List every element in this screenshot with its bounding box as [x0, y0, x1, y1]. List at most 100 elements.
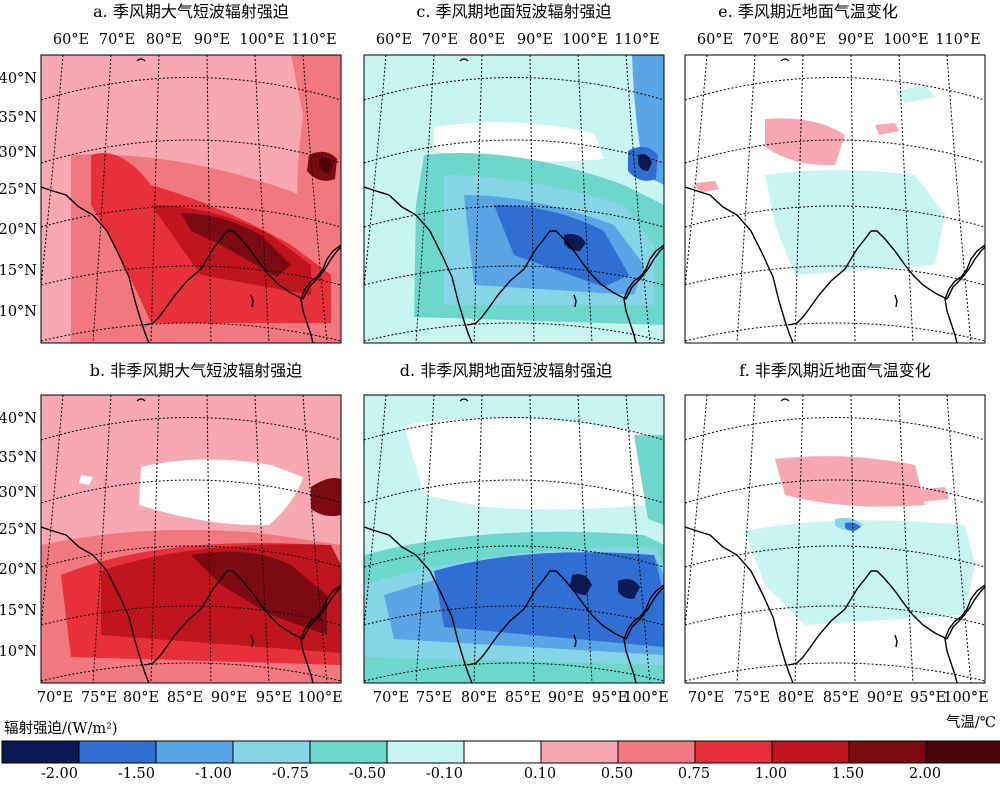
graticule-line [41, 545, 341, 568]
lon-label: 90°E [867, 690, 903, 706]
forcing-region [434, 552, 664, 647]
graticule-line [850, 395, 856, 683]
colorbar-box [848, 740, 927, 764]
coastline [625, 246, 664, 300]
colorbar-box [1, 740, 80, 764]
graticule-line [302, 55, 328, 343]
top-lon-labels-e: 60°E 70°E 80°E 90°E 100°E 110°E [697, 32, 981, 48]
coastline [944, 584, 985, 683]
lon-label: 60°E [53, 32, 89, 48]
panel-f [684, 394, 986, 684]
colorbar-left-label: 辐射强迫/(W/m²) [4, 720, 118, 737]
graticule-line [364, 205, 664, 228]
temperature-region [845, 522, 861, 531]
graticule-line [41, 479, 341, 504]
coastline [788, 230, 948, 326]
graticule-line [415, 55, 435, 343]
lon-label: 85°E [823, 690, 859, 706]
forcing-region [494, 205, 629, 287]
lon-label: 85°E [505, 690, 541, 706]
lat-label: 40°N [0, 411, 37, 427]
coastline [41, 186, 150, 343]
graticule-line [41, 55, 64, 292]
graticule-line [364, 55, 387, 292]
graticule-line [92, 395, 112, 683]
graticule-line [302, 395, 328, 683]
panel-a-title: a. 季风期大气短波辐射强迫 [93, 2, 289, 21]
panel-a-map [41, 55, 341, 343]
colorbar-box [386, 740, 465, 764]
coastline [573, 294, 577, 308]
coastline [302, 586, 341, 640]
graticule-line [364, 545, 664, 568]
lon-label: 75°E [734, 690, 770, 706]
lat-label: 10°N [0, 644, 37, 660]
lon-label: 80°E [461, 690, 497, 706]
lon-label: 100°E [943, 690, 989, 706]
graticule-line [254, 55, 270, 343]
coastline [144, 570, 304, 666]
coastline [41, 526, 150, 683]
lon-label: 80°E [146, 32, 182, 48]
colorbar-box [155, 740, 234, 764]
lon-label: 60°E [376, 32, 412, 48]
lon-label: 95°E [910, 690, 946, 706]
colorbar-box [78, 740, 157, 764]
coastline [573, 634, 577, 648]
lon-label: 70°E [422, 32, 458, 48]
coastline [302, 246, 341, 300]
lon-label: 95°E [256, 690, 292, 706]
colorbar-box [925, 740, 1000, 764]
forcing-region [181, 213, 291, 277]
colorbar-tick: 1.00 [755, 766, 787, 782]
lat-label: 15°N [0, 263, 37, 279]
panel-b-title: b. 非季风期大气短波辐射强迫 [90, 361, 302, 380]
graticule-line [577, 55, 593, 343]
graticule-line [685, 417, 985, 441]
graticule-line [685, 205, 985, 228]
coastline [685, 186, 794, 343]
bottom-lon-labels-b: 70°E 75°E 80°E 85°E 90°E 95°E 100°E [37, 690, 343, 706]
lon-label: 70°E [37, 690, 73, 706]
coastline [250, 294, 254, 308]
graticule-line [898, 55, 914, 343]
coastline [946, 246, 985, 300]
lon-label: 75°E [81, 690, 117, 706]
temperature-region [745, 520, 975, 625]
lon-label: 110°E [291, 32, 337, 48]
lat-label: 30°N [0, 485, 37, 501]
panel-b-map [41, 395, 341, 683]
coastline [894, 294, 898, 308]
lon-label: 80°E [778, 690, 814, 706]
colorbar-tick: 1.50 [832, 766, 864, 782]
colorbar-tick: -0.10 [426, 766, 463, 782]
graticule-line [625, 55, 651, 343]
graticule-line [364, 395, 387, 632]
lon-label: 90°E [194, 32, 230, 48]
lon-label: 70°E [688, 690, 724, 706]
graticule-line [850, 55, 856, 343]
graticule-line [364, 479, 664, 504]
lon-label: 70°E [99, 32, 135, 48]
bottom-lon-labels-f: 70°E 75°E 80°E 85°E 90°E 95°E 100°E [688, 690, 989, 706]
forcing-region [618, 579, 640, 599]
graticule-line [529, 55, 535, 343]
graticule-line [794, 55, 804, 343]
lat-label: 30°N [0, 145, 37, 161]
coastline [300, 584, 341, 683]
lon-label: 75°E [416, 690, 452, 706]
temperature-region [765, 170, 945, 275]
temperature-region [775, 456, 925, 507]
graticule-line [150, 395, 160, 683]
panel-b [40, 394, 342, 684]
coastline [788, 570, 948, 666]
colorbar-tick-labels: -2.00 -1.50 -1.00 -0.75 -0.50 -0.10 0.10… [41, 766, 941, 782]
graticule-line [415, 395, 435, 683]
panel-c-title: c. 季风期地面短波辐射强迫 [416, 2, 611, 21]
lat-label: 35°N [0, 450, 37, 466]
lat-label: 20°N [0, 562, 37, 578]
lon-label: 95°E [592, 690, 628, 706]
lon-label: 100°E [623, 690, 669, 706]
colorbar-tick: -1.50 [118, 766, 155, 782]
graticule-line [41, 77, 341, 101]
